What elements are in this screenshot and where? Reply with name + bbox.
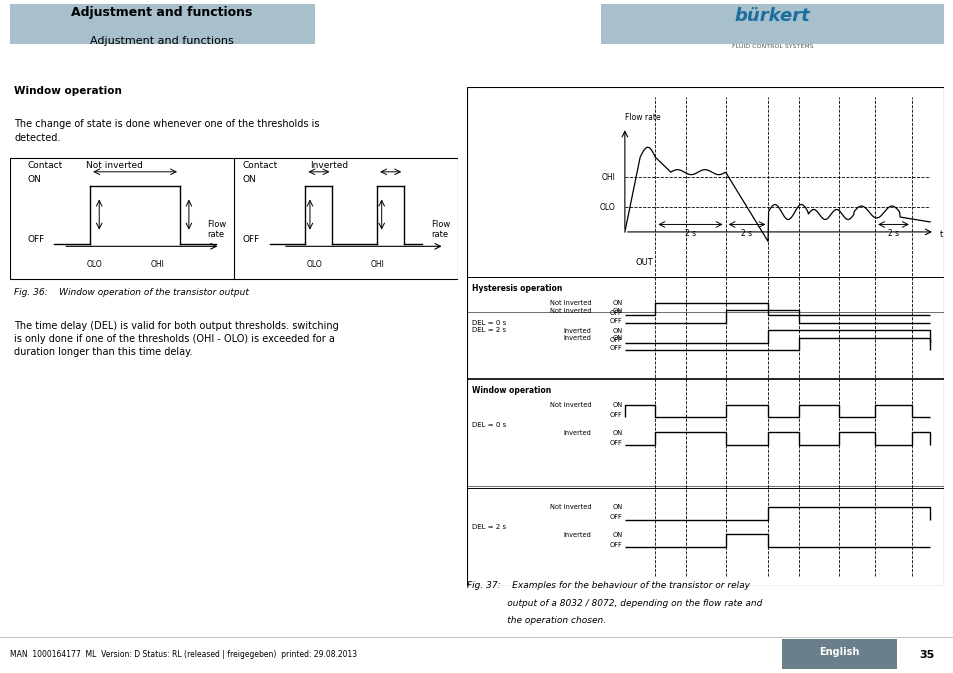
FancyBboxPatch shape [781,639,896,669]
Text: OFF: OFF [609,318,621,324]
Text: OFF: OFF [242,236,259,244]
Text: bürkert: bürkert [734,7,810,25]
Text: Window operation: Window operation [14,86,122,96]
Text: ON: ON [612,402,621,409]
Text: Flow
rate: Flow rate [207,220,226,240]
Text: OHI: OHI [600,173,615,182]
Text: Inverted: Inverted [563,328,591,334]
Text: the operation chosen.: the operation chosen. [467,616,606,625]
Text: OFF: OFF [28,236,45,244]
Text: Not inverted: Not inverted [86,161,143,170]
Text: Not inverted: Not inverted [549,300,591,306]
Text: OFF: OFF [609,514,621,520]
Text: DEL = 0 s: DEL = 0 s [472,422,506,428]
Text: Inverted: Inverted [563,429,591,435]
Text: 2 s: 2 s [684,229,696,238]
Text: FLUID CONTROL SYSTEMS: FLUID CONTROL SYSTEMS [731,44,813,49]
Text: ON: ON [612,504,621,510]
Text: OHI: OHI [370,260,384,269]
Text: 35: 35 [919,650,934,660]
Text: Adjustment and functions: Adjustment and functions [71,7,253,20]
Text: DEL = 0 s: DEL = 0 s [472,320,506,326]
FancyBboxPatch shape [467,87,943,586]
Text: Inverted: Inverted [563,532,591,538]
Text: OHI: OHI [151,260,164,269]
Text: ON: ON [28,174,41,184]
Text: Inverted: Inverted [563,335,591,341]
Text: t: t [939,230,942,239]
Text: OFF: OFF [609,412,621,418]
Text: ON: ON [612,308,621,314]
Text: OFF: OFF [609,439,621,446]
Text: The time delay (DEL) is valid for both output thresholds. switching
is only done: The time delay (DEL) is valid for both o… [14,321,338,357]
FancyBboxPatch shape [10,4,314,44]
Text: OUT: OUT [635,258,652,267]
Text: Window operation: Window operation [472,386,551,395]
Text: ON: ON [612,532,621,538]
Text: Adjustment and functions: Adjustment and functions [91,36,233,46]
Text: MAN  1000164177  ML  Version: D Status: RL (released | freigegeben)  printed: 29: MAN 1000164177 ML Version: D Status: RL … [10,650,356,660]
Text: Not inverted: Not inverted [549,504,591,510]
Text: OFF: OFF [609,337,621,343]
Text: Not inverted: Not inverted [549,308,591,314]
Text: OFF: OFF [609,345,621,351]
Text: Not inverted: Not inverted [549,402,591,409]
Text: Contact: Contact [242,161,277,170]
Text: DEL = 2 s: DEL = 2 s [472,327,506,333]
Text: OLO: OLO [87,260,103,269]
Text: OFF: OFF [609,542,621,548]
Text: English: English [819,647,859,657]
Text: Fig. 37:    Examples for the behaviour of the transistor or relay: Fig. 37: Examples for the behaviour of t… [467,581,750,590]
Text: ON: ON [612,335,621,341]
Text: The change of state is done whenever one of the thresholds is
detected.: The change of state is done whenever one… [14,119,319,143]
Text: Flow
rate: Flow rate [431,220,450,240]
Text: 2 s: 2 s [740,229,752,238]
Text: Flow rate: Flow rate [624,113,659,122]
Text: ON: ON [612,328,621,334]
Text: DEL = 2 s: DEL = 2 s [472,524,506,530]
Text: ON: ON [612,429,621,435]
Text: Contact: Contact [28,161,63,170]
Text: output of a 8032 / 8072, depending on the flow rate and: output of a 8032 / 8072, depending on th… [467,599,762,608]
Text: 2 s: 2 s [887,229,898,238]
FancyBboxPatch shape [10,158,457,279]
Text: ON: ON [612,300,621,306]
Text: Hysteresis operation: Hysteresis operation [472,284,562,293]
Text: ON: ON [242,174,256,184]
Text: Inverted: Inverted [310,161,348,170]
Text: OFF: OFF [609,310,621,316]
Text: Fig. 36:    Window operation of the transistor output: Fig. 36: Window operation of the transis… [14,288,249,297]
Text: OLO: OLO [598,203,615,211]
Text: OLO: OLO [306,260,322,269]
FancyBboxPatch shape [600,4,943,44]
